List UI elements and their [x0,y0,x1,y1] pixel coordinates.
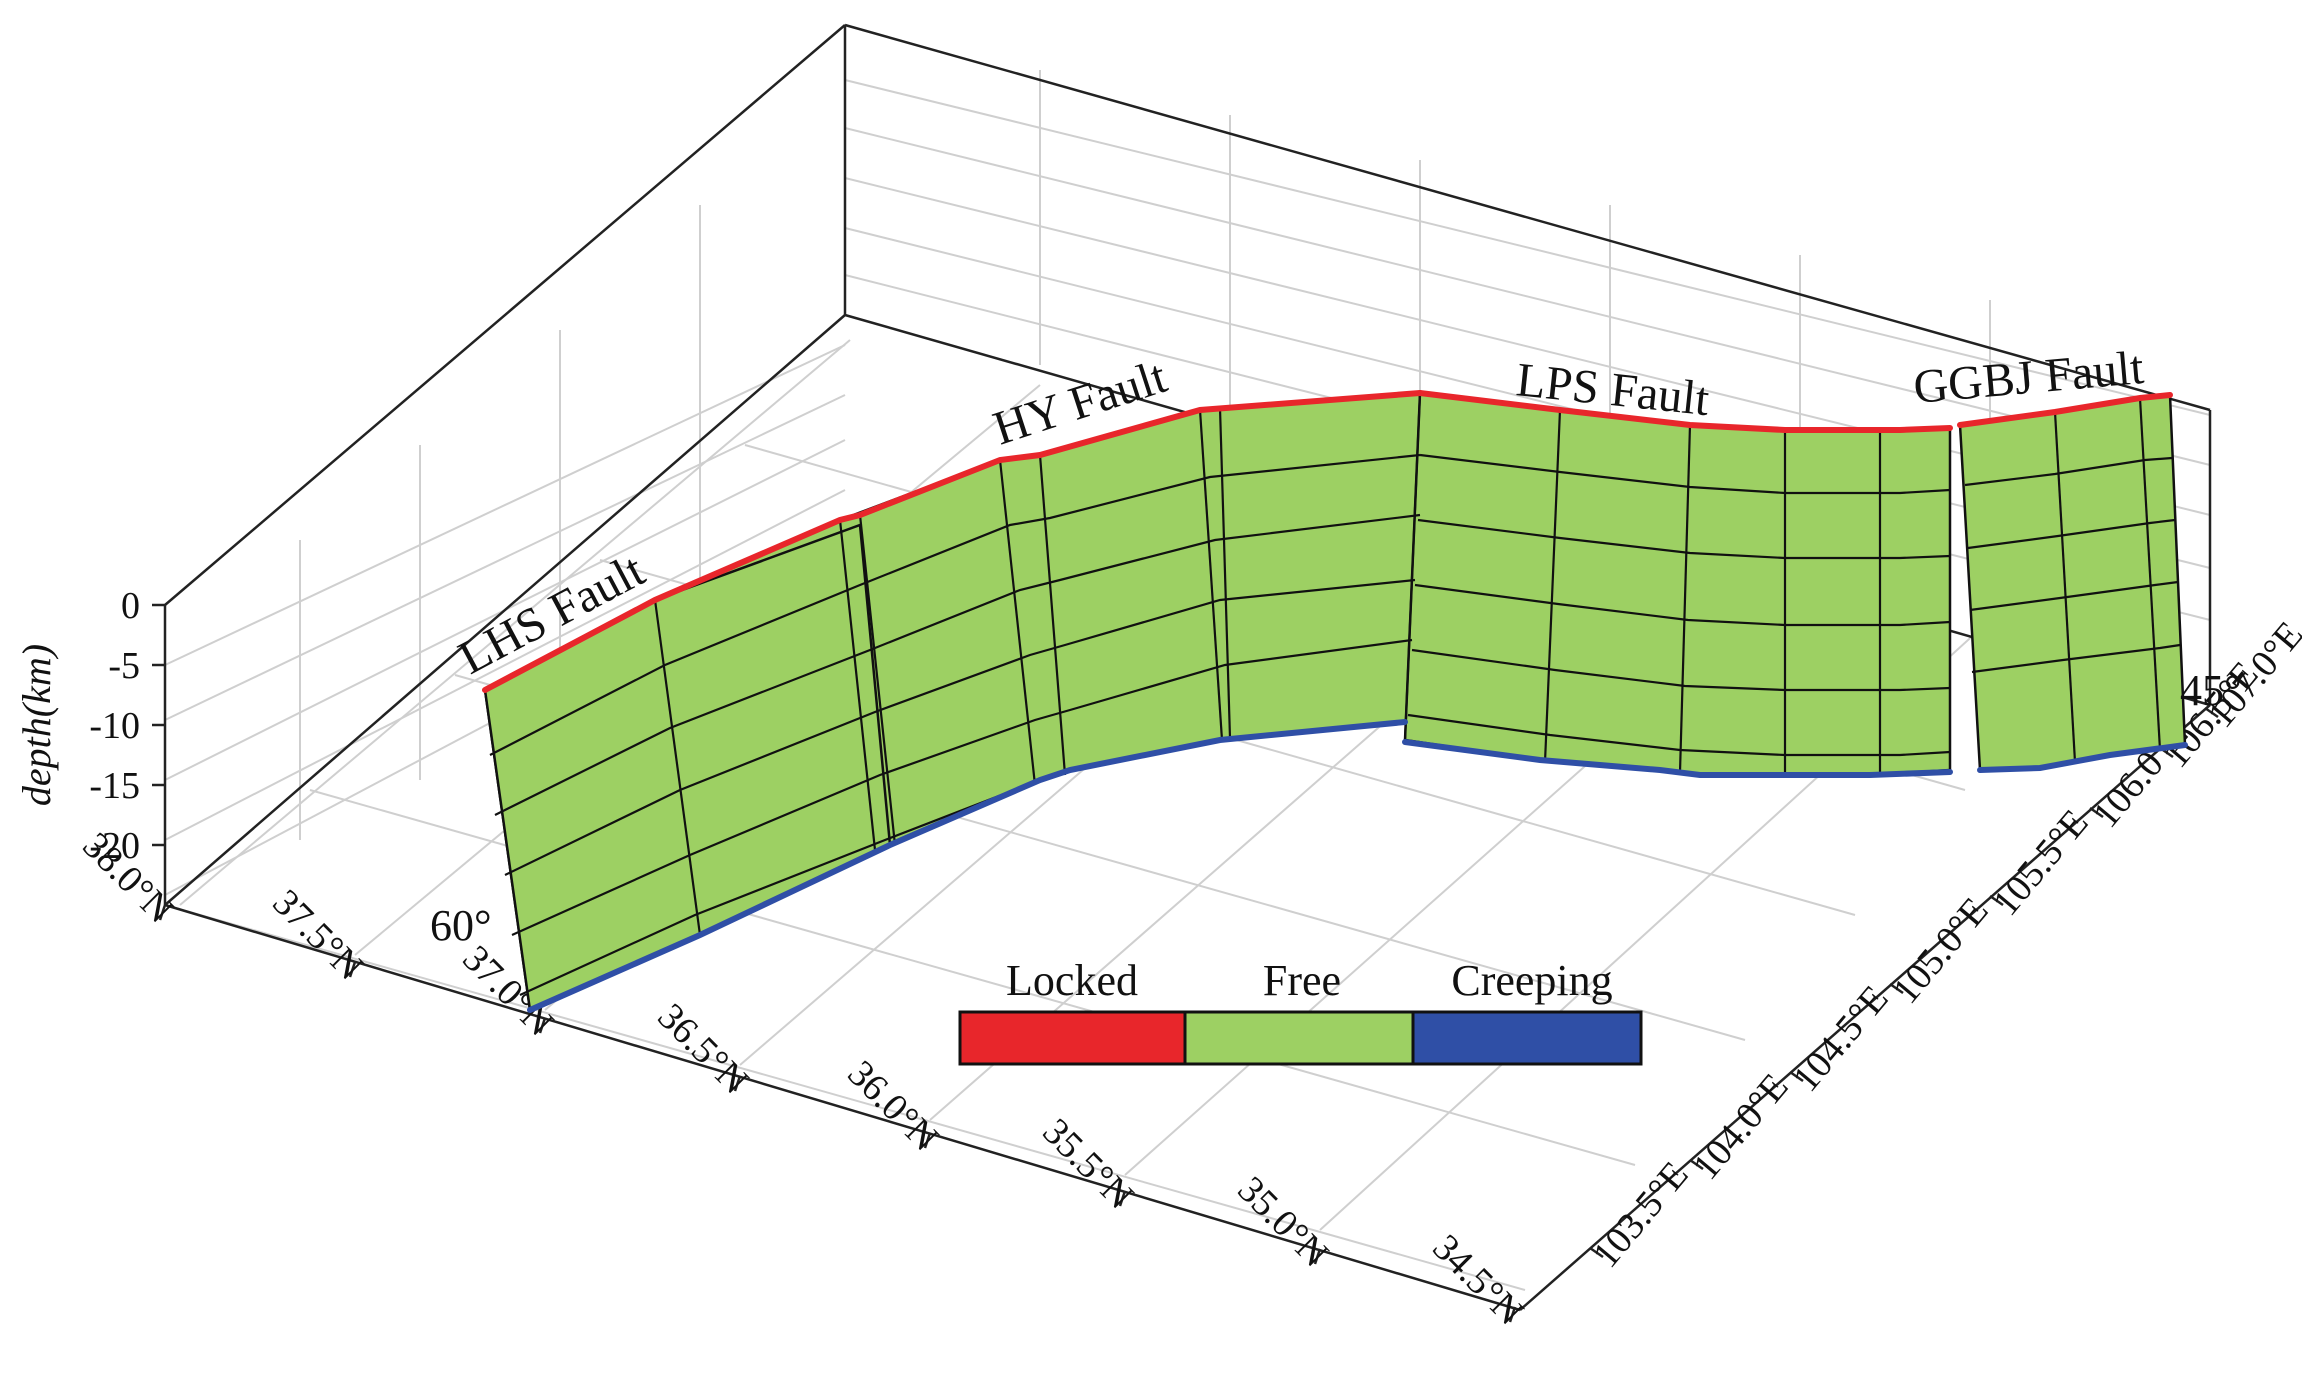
legend-label-free: Free [1263,956,1341,1005]
depth-tick-label: -20 [89,825,140,867]
creeping-edge-west [527,719,1408,1013]
dip-angle-east: 45° [2180,666,2242,715]
lon-tick-label: 103.5°E [1585,1154,1697,1276]
depth-axis-label: depth(km) [14,644,59,806]
fault-surfaces [482,390,2188,1013]
lat-tick-label: 34.5°N [1424,1226,1531,1333]
legend-swatch-creeping [1411,1010,1643,1066]
lat-tick-label: 35.5°N [1034,1110,1141,1217]
lat-tick-label: 36.0°N [839,1052,946,1159]
lon-tick-label: 104.5°E [1785,978,1897,1100]
depth-tick-label: -5 [108,645,140,687]
depth-ticks: 0 -5 -10 -15 -20 depth(km) [14,585,165,867]
locked-edge-lps [1417,390,1953,433]
mesh-lines [489,392,2181,997]
lon-tick-label: 104.0°E [1685,1066,1797,1188]
depth-tick-label: -10 [89,705,140,747]
latitude-ticks: 38.0°N 37.5°N 37.0°N 36.5°N 36.0°N 35.5°… [74,824,1531,1333]
legend-label-locked: Locked [1006,956,1138,1005]
bounding-box [163,23,2212,1312]
locked-edge-ggbj [1957,392,2173,428]
lat-tick-label: 37.5°N [264,881,371,988]
creeping-edge-ggbj [1977,742,2188,773]
depth-tick-label: -15 [89,765,140,807]
creeping-edge-lps [1402,739,1953,778]
dip-angle-west: 60° [430,901,492,950]
lat-tick-label: 35.0°N [1229,1168,1336,1275]
depth-tick-label: 0 [121,585,140,627]
lon-tick-label: 105.5°E [1985,802,2097,924]
legend-label-creeping: Creeping [1451,956,1612,1005]
lon-tick-label: 105.0°E [1885,890,1997,1012]
legend: Locked Free Creeping [958,956,1643,1066]
fault-surface-lps [1403,391,1952,777]
legend-swatch-free [1183,1010,1415,1066]
legend-swatch-locked [958,1010,1187,1066]
locked-edge-west [482,390,1423,693]
lat-tick-label: 36.5°N [649,995,756,1102]
